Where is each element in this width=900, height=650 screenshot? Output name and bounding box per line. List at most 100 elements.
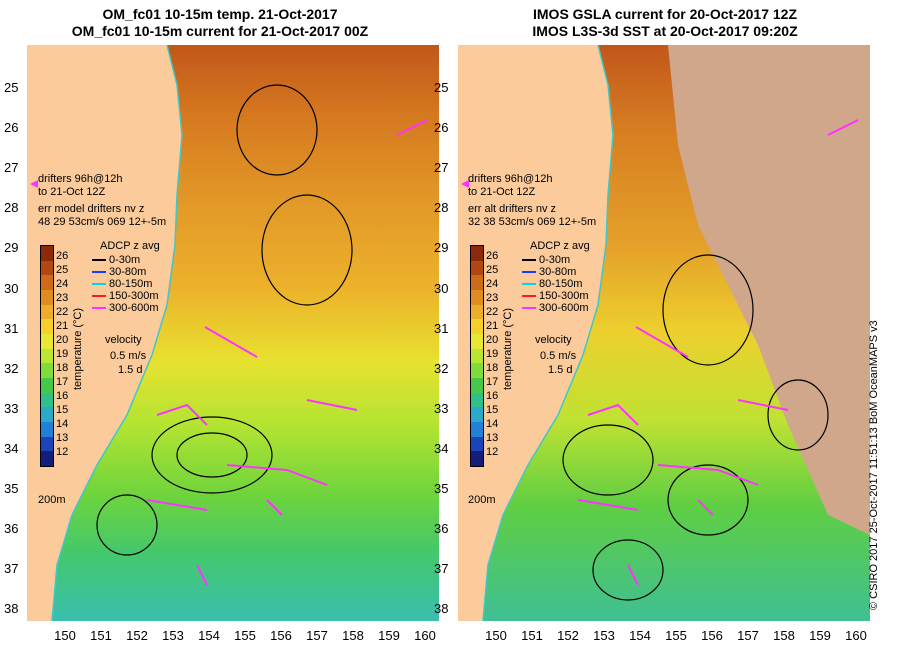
- cbar-label: 12: [486, 446, 499, 458]
- colorbar-swatch: [41, 422, 53, 437]
- left-err-line1: err model drifters nv z: [38, 203, 145, 215]
- legend-label: 300-600m: [109, 302, 159, 314]
- credit-line: © CSIRO 2017 25-Oct-2017 11:51:13 BoM Oc…: [868, 320, 880, 610]
- colorbar-swatch: [41, 348, 53, 364]
- colorbar-swatch: [471, 363, 483, 379]
- left-xtick: 160: [414, 628, 436, 643]
- cbar-label: 25: [486, 264, 499, 276]
- colorbar-swatch: [471, 422, 483, 437]
- left-colorbar-title: temperature (°C): [72, 307, 84, 390]
- right-coastline: [482, 45, 614, 621]
- right-ytick: 35: [434, 481, 449, 496]
- left-coastline: [51, 45, 183, 621]
- colorbar-swatch: [41, 260, 53, 276]
- right-cloud-mask: [668, 45, 870, 535]
- left-ytick: 26: [4, 120, 19, 135]
- left-xtick: 151: [90, 628, 112, 643]
- right-colorbar-title: temperature (°C): [502, 307, 514, 390]
- colorbar-swatch: [471, 392, 483, 408]
- velocity-scale: 0.5 m/s: [540, 350, 577, 362]
- right-title-line2: IMOS L3S-3d SST at 20-Oct-2017 09:20Z: [532, 23, 798, 39]
- cbar-label: 21: [486, 320, 499, 332]
- cbar-label: 21: [56, 320, 69, 332]
- left-land: [27, 45, 182, 621]
- cbar-label: 22: [56, 306, 69, 318]
- colorbar-swatch: [41, 334, 53, 349]
- right-ytick: 28: [434, 200, 449, 215]
- right-xtick: 153: [593, 628, 615, 643]
- cbar-label: 19: [486, 348, 499, 360]
- left-drifters-text: drifters 96h@12h to 21-Oct 12Z: [38, 173, 123, 199]
- left-map: [27, 45, 439, 621]
- left-xtick: 153: [162, 628, 184, 643]
- left-ytick: 36: [4, 521, 19, 536]
- left-ytick: 29: [4, 240, 19, 255]
- legend-label: 0-30m: [109, 254, 141, 266]
- right-ytick: 26: [434, 120, 449, 135]
- cbar-label: 14: [486, 418, 499, 430]
- left-ytick: 37: [4, 561, 19, 576]
- colorbar-swatch: [41, 392, 53, 408]
- colorbar-swatch: [41, 378, 53, 393]
- right-xtick: 151: [521, 628, 543, 643]
- left-ytick: 28: [4, 200, 19, 215]
- legend-item: 0-30m: [522, 254, 570, 266]
- right-xtick: 156: [701, 628, 723, 643]
- colorbar-swatch: [41, 407, 53, 423]
- left-err-text: err model drifters nv z 48 29 53cm/s 069…: [38, 203, 166, 229]
- left-err-line2: 48 29 53cm/s 069 12+-5m: [38, 216, 167, 228]
- right-ytick: 31: [434, 321, 449, 336]
- legend-label: 150-300m: [109, 290, 159, 302]
- left-title-line2: OM_fc01 10-15m current for 21-Oct-2017 0…: [71, 23, 369, 39]
- left-xtick: 159: [378, 628, 400, 643]
- velocity-scale: 0.5 m/s: [110, 350, 147, 362]
- left-xtick: 157: [306, 628, 328, 643]
- right-xtick: 155: [665, 628, 687, 643]
- right-land: [458, 45, 613, 621]
- right-ytick: 38: [434, 601, 449, 616]
- left-ytick: 30: [4, 281, 19, 296]
- colorbar-swatch: [471, 334, 483, 349]
- right-drifters-text: drifters 96h@12h to 21-Oct 12Z: [468, 173, 553, 199]
- legend-label: 150-300m: [539, 290, 589, 302]
- cbar-label: 15: [56, 404, 69, 416]
- right-ytick: 34: [434, 441, 449, 456]
- cbar-label: 20: [56, 334, 69, 346]
- colorbar-swatch: [471, 246, 483, 261]
- legend-label: 30-80m: [109, 266, 147, 278]
- colorbar-swatch: [41, 246, 53, 261]
- colorbar-swatch: [41, 275, 53, 291]
- right-ytick: 29: [434, 240, 449, 255]
- right-xtick: 160: [845, 628, 867, 643]
- right-xtick: 150: [485, 628, 507, 643]
- colorbar-swatch: [41, 436, 53, 452]
- right-depth-label: 200m: [468, 494, 496, 506]
- cbar-label: 25: [56, 264, 69, 276]
- left-xtick: 152: [126, 628, 148, 643]
- cbar-label: 14: [56, 418, 69, 430]
- cbar-label: 23: [56, 292, 69, 304]
- legend-item: 80-150m: [92, 278, 152, 290]
- right-title-line1: IMOS GSLA current for 20-Oct-2017 12Z: [533, 6, 797, 22]
- right-ytick: 25: [434, 80, 449, 95]
- left-ytick: 35: [4, 481, 19, 496]
- left-ytick: 33: [4, 401, 19, 416]
- velocity-label: velocity: [535, 334, 572, 346]
- colorbar-swatch: [41, 304, 53, 320]
- right-title: IMOS GSLA current for 20-Oct-2017 12Z IM…: [465, 6, 865, 40]
- colorbar-swatch: [471, 407, 483, 423]
- right-colorbar: [470, 245, 484, 467]
- left-ytick: 27: [4, 160, 19, 175]
- right-ytick: 37: [434, 561, 449, 576]
- colorbar-swatch: [471, 378, 483, 393]
- colorbar-swatch: [471, 304, 483, 320]
- right-xtick: 158: [773, 628, 795, 643]
- colorbar-swatch: [41, 451, 53, 467]
- left-ytick: 25: [4, 80, 19, 95]
- colorbar-swatch: [471, 451, 483, 467]
- legend-item: 30-80m: [522, 266, 576, 278]
- right-map: [458, 45, 870, 621]
- legend-item: 80-150m: [522, 278, 582, 290]
- cbar-label: 17: [486, 376, 499, 388]
- legend-label: 0-30m: [539, 254, 571, 266]
